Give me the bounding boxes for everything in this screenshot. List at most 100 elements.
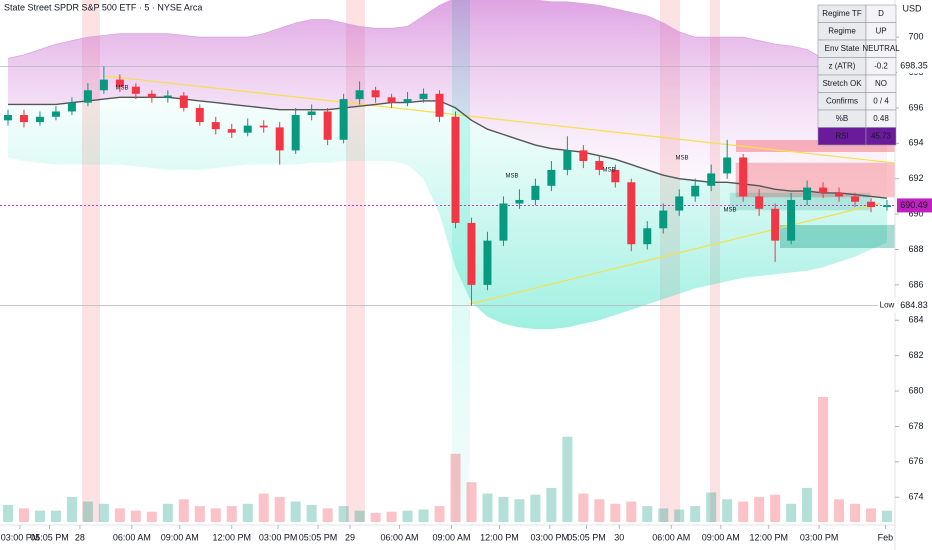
candle-body xyxy=(883,205,892,208)
volume-bar xyxy=(594,499,605,522)
candle-body xyxy=(19,115,28,123)
candle-body xyxy=(595,161,604,170)
annotation: MSB xyxy=(723,208,736,214)
volume-bar xyxy=(450,453,461,522)
table-value: NEUTRAL xyxy=(862,44,900,53)
candle-body xyxy=(115,79,124,87)
volume-bar xyxy=(162,503,173,522)
candle-body xyxy=(611,169,620,183)
chart-title: State Street SPDR S&P 500 ETF · 5 · NYSE… xyxy=(4,2,202,12)
volume-bar xyxy=(338,506,349,522)
volume-bar xyxy=(546,487,557,522)
y-tick-label: 700 xyxy=(908,32,923,42)
volume-bar xyxy=(146,511,157,522)
table-value: -0.2 xyxy=(874,62,888,71)
volume-bar xyxy=(770,494,781,522)
candle-body xyxy=(851,196,860,202)
volume-bar xyxy=(98,503,109,522)
y-tick-label: 690 xyxy=(908,208,923,218)
currency: USD xyxy=(902,3,922,13)
volume-bar xyxy=(50,510,61,522)
annotation: MSB xyxy=(115,86,128,92)
y-tick-label: 676 xyxy=(908,456,923,466)
table-value: 0 / 4 xyxy=(873,97,889,106)
volume-bar xyxy=(354,510,365,522)
volume-bar xyxy=(738,501,749,522)
price-tag-bg xyxy=(897,298,932,313)
price-tag: 690.49 xyxy=(900,200,928,210)
volume-bar xyxy=(114,508,125,522)
candle-body xyxy=(707,173,716,186)
x-tick-label: 09:00 AM xyxy=(432,532,470,542)
candle-body xyxy=(739,157,748,197)
candle-body xyxy=(339,99,348,140)
x-tick-label: 05:05 PM xyxy=(30,532,69,542)
y-tick-label: 686 xyxy=(908,279,923,289)
volume-bar xyxy=(386,511,397,522)
volume-bar xyxy=(418,509,429,522)
lower-band-area xyxy=(8,97,887,330)
candle-body xyxy=(67,102,76,112)
x-tick-label: 03:00 PM xyxy=(531,532,570,542)
x-tick-label: 06:00 AM xyxy=(652,532,690,542)
table-value: UP xyxy=(875,27,886,36)
volume-bar xyxy=(754,497,765,522)
candle-body xyxy=(83,90,92,103)
candle-body xyxy=(131,86,140,94)
table-key: RSI xyxy=(835,132,848,141)
table-cell xyxy=(865,127,897,146)
volume-bar xyxy=(498,497,509,522)
candle-body xyxy=(499,203,508,241)
candle-body xyxy=(723,157,732,174)
x-tick-label: 30 xyxy=(614,532,624,542)
volume-bar xyxy=(194,506,205,522)
volume-bar xyxy=(178,499,189,522)
candle-body xyxy=(163,95,172,98)
volume-bar xyxy=(514,499,525,522)
table-key: Regime xyxy=(828,27,856,36)
volume-bar xyxy=(674,509,685,522)
volume-bar xyxy=(834,499,845,522)
candle-body xyxy=(403,99,412,103)
candle-body xyxy=(387,97,396,103)
candle-body xyxy=(483,240,492,285)
volume-bar xyxy=(818,397,829,522)
y-tick-label: 674 xyxy=(908,492,923,502)
volume-bar xyxy=(258,493,269,522)
x-tick-label: 05:05 PM xyxy=(299,532,338,542)
candle-body xyxy=(547,169,556,186)
table-value: NO xyxy=(875,79,887,88)
candle-body xyxy=(147,93,156,98)
candle-body xyxy=(51,111,60,117)
candle-body xyxy=(355,90,364,100)
volume-bar xyxy=(562,436,573,522)
candle-body xyxy=(307,111,316,116)
x-tick-label: 03:00 PM xyxy=(1,532,40,542)
candle-body xyxy=(179,95,188,108)
volume-bar xyxy=(658,508,669,522)
candle-body xyxy=(659,210,668,229)
table-key: Confirms xyxy=(826,97,858,106)
y-tick-label: 680 xyxy=(908,385,923,395)
volume-bar xyxy=(530,494,541,522)
volume-bar xyxy=(274,497,285,522)
upper-band-line xyxy=(7,0,888,100)
plot-area: MSB MSB MSB MSB MSB xyxy=(0,65,895,522)
volume-bar xyxy=(434,506,445,522)
volume-bar xyxy=(642,506,653,522)
volume-bar xyxy=(802,487,813,522)
bands xyxy=(7,0,888,330)
volume-bar xyxy=(578,493,589,522)
candle-body xyxy=(819,187,828,193)
candle-body xyxy=(419,93,428,100)
candle-body xyxy=(227,129,236,133)
volume-bar xyxy=(242,503,253,522)
volume-bar xyxy=(2,504,13,522)
volume-bar xyxy=(706,492,717,522)
axes: 6746766786806826846866886906926946966987… xyxy=(1,32,932,542)
volume-bar xyxy=(322,508,333,522)
candle-body xyxy=(803,187,812,200)
volume-bar xyxy=(130,510,141,522)
x-tick-label: 06:00 AM xyxy=(381,532,419,542)
